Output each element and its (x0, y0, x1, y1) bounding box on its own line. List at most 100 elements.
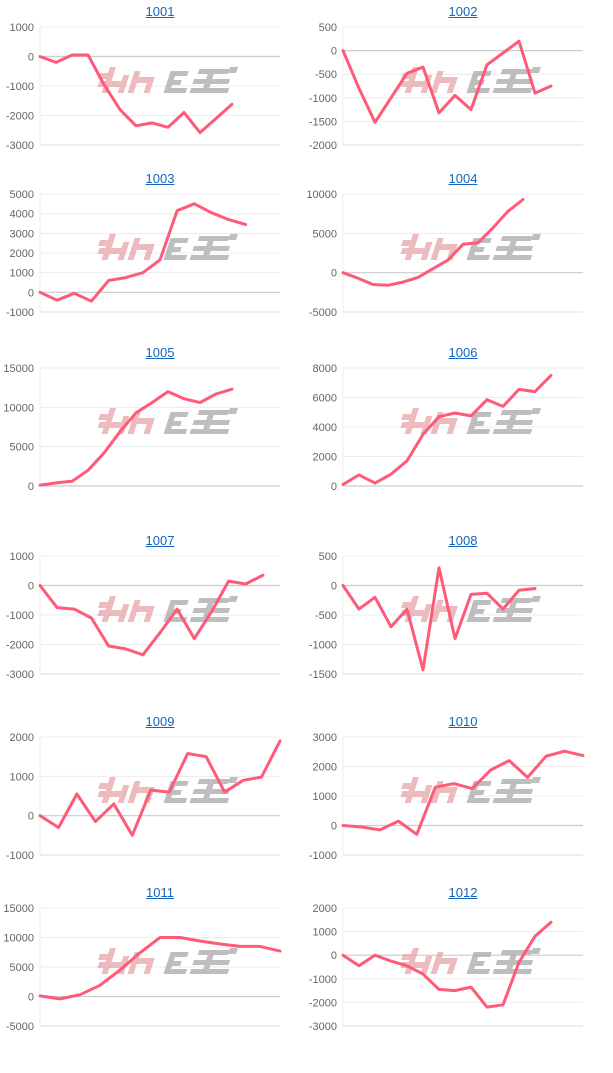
chart-1005: 15000 10000 5000 0 1005 (0, 345, 306, 505)
y-tick-label: 0 (331, 46, 337, 58)
watermark-logo (97, 777, 238, 803)
y-tick-label: 2000 (313, 452, 337, 464)
y-tick-label: -1500 (309, 116, 337, 128)
chart-title-link[interactable]: 1005 (145, 345, 175, 360)
y-tick-label: -2000 (6, 111, 34, 123)
chart-title-link[interactable]: 1004 (448, 171, 478, 186)
line-chart: 5000 4000 3000 2000 1000 0 -1000 (6, 189, 280, 319)
watermark-logo (97, 596, 238, 622)
chart-1004: 10000 5000 0 -5000 1004 (303, 171, 609, 331)
y-tick-label: -3000 (6, 140, 34, 152)
y-tick-label: -3000 (309, 1021, 337, 1033)
y-tick-label: 3000 (10, 228, 34, 240)
line-chart: 8000 6000 4000 2000 0 (313, 363, 583, 493)
y-tick-label: 5000 (10, 189, 34, 201)
series-line (38, 936, 282, 1001)
y-tick-label: 15000 (3, 903, 34, 915)
line-chart: 1000 0 -1000 -2000 -3000 (6, 551, 280, 681)
y-tick-label: -2000 (309, 140, 337, 152)
chart-title-link[interactable]: 1007 (145, 533, 175, 548)
y-tick-label: 1000 (10, 22, 34, 34)
chart-1006: 8000 6000 4000 2000 0 1006 (303, 345, 609, 505)
chart-title-link[interactable]: 1012 (448, 885, 478, 900)
y-tick-label: 0 (331, 950, 337, 962)
series-line (38, 387, 234, 487)
chart-title-link[interactable]: 1009 (145, 714, 175, 729)
watermark-logo (400, 777, 541, 803)
line-chart: 3000 2000 1000 0 -1000 (309, 732, 585, 862)
line-chart: 15000 10000 5000 0 (3, 363, 280, 493)
y-tick-label: 4000 (313, 422, 337, 434)
y-tick-label: 1000 (10, 771, 34, 783)
y-tick-label: 0 (331, 581, 337, 593)
chart-1002: 500 0 -500 -1000 -1500 -2000 1002 (303, 4, 609, 164)
chart-1003: 5000 4000 3000 2000 1000 0 -1000 1003 (0, 171, 306, 331)
line-chart: 15000 10000 5000 0 -5000 (3, 903, 282, 1033)
line-chart: 1000 0 -1000 -2000 -3000 (6, 22, 280, 152)
chart-title-link[interactable]: 1006 (448, 345, 478, 360)
chart-title-link[interactable]: 1011 (146, 885, 174, 900)
line-chart: 500 0 -500 -1000 -1500 (309, 551, 583, 681)
y-tick-label: -500 (315, 69, 337, 81)
chart-title-link[interactable]: 1002 (448, 4, 478, 19)
y-tick-label: -2000 (6, 640, 34, 652)
y-tick-label: 6000 (313, 393, 337, 405)
chart-1007: 1000 0 -1000 -2000 -3000 1007 (0, 533, 306, 693)
y-tick-label: 0 (28, 992, 34, 1004)
y-tick-label: 2000 (313, 762, 337, 774)
y-tick-label: 5000 (10, 442, 34, 454)
y-tick-label: -1000 (309, 974, 337, 986)
series-line (38, 53, 234, 135)
watermark-logo (400, 408, 541, 434)
watermark-logo (97, 948, 238, 974)
y-tick-label: 5000 (10, 962, 34, 974)
series-line (38, 739, 282, 837)
watermark-logo (97, 67, 238, 93)
y-tick-label: 5000 (313, 228, 337, 240)
chart-1001: 1000 0 -1000 -2000 -3000 1001 (0, 4, 306, 164)
y-tick-label: 2000 (313, 903, 337, 915)
y-tick-label: -1000 (6, 610, 34, 622)
series-line (341, 373, 553, 486)
y-tick-label: -1000 (309, 850, 337, 862)
y-tick-label: -1500 (309, 669, 337, 681)
y-tick-label: 1000 (313, 927, 337, 939)
chart-title-link[interactable]: 1003 (145, 171, 175, 186)
y-tick-label: -1000 (6, 850, 34, 862)
chart-1011: 15000 10000 5000 0 -5000 1011 (0, 885, 306, 1045)
chart-title-link[interactable]: 1008 (448, 533, 478, 548)
chart-1010: 3000 2000 1000 0 -1000 1010 (303, 714, 609, 874)
chart-1009: 2000 1000 0 -1000 1009 (0, 714, 306, 874)
series-line (38, 573, 265, 657)
chart-title-link[interactable]: 1001 (145, 4, 175, 19)
series-line (341, 39, 553, 124)
watermark-logo (97, 408, 238, 434)
y-tick-label: -1000 (6, 307, 34, 319)
watermark-logo (97, 234, 238, 260)
y-tick-label: 1000 (313, 791, 337, 803)
y-tick-label: 0 (28, 52, 34, 64)
y-tick-label: 500 (319, 22, 337, 34)
y-tick-label: 1000 (10, 551, 34, 563)
chart-1008: 500 0 -500 -1000 -1500 1008 (303, 533, 609, 693)
y-tick-label: -1000 (309, 640, 337, 652)
series-line (341, 749, 585, 836)
y-tick-label: 2000 (10, 248, 34, 260)
line-chart: 10000 5000 0 -5000 (306, 189, 583, 319)
watermark-logo (400, 596, 541, 622)
watermark-logo (400, 234, 541, 260)
chart-title-link[interactable]: 1010 (448, 714, 478, 729)
y-tick-label: -2000 (309, 997, 337, 1009)
y-tick-label: 1000 (10, 268, 34, 280)
series-line (341, 920, 553, 1009)
chart-1012: 2000 1000 0 -1000 -2000 -3000 1012 (303, 885, 609, 1045)
y-tick-label: 2000 (10, 732, 34, 744)
y-tick-label: -5000 (6, 1021, 34, 1033)
y-tick-label: 3000 (313, 732, 337, 744)
y-tick-label: 0 (28, 811, 34, 823)
y-tick-label: 0 (331, 821, 337, 833)
y-tick-label: 8000 (313, 363, 337, 375)
y-tick-label: -5000 (309, 307, 337, 319)
y-tick-label: 0 (28, 481, 34, 493)
line-chart: 2000 1000 0 -1000 (6, 732, 282, 862)
